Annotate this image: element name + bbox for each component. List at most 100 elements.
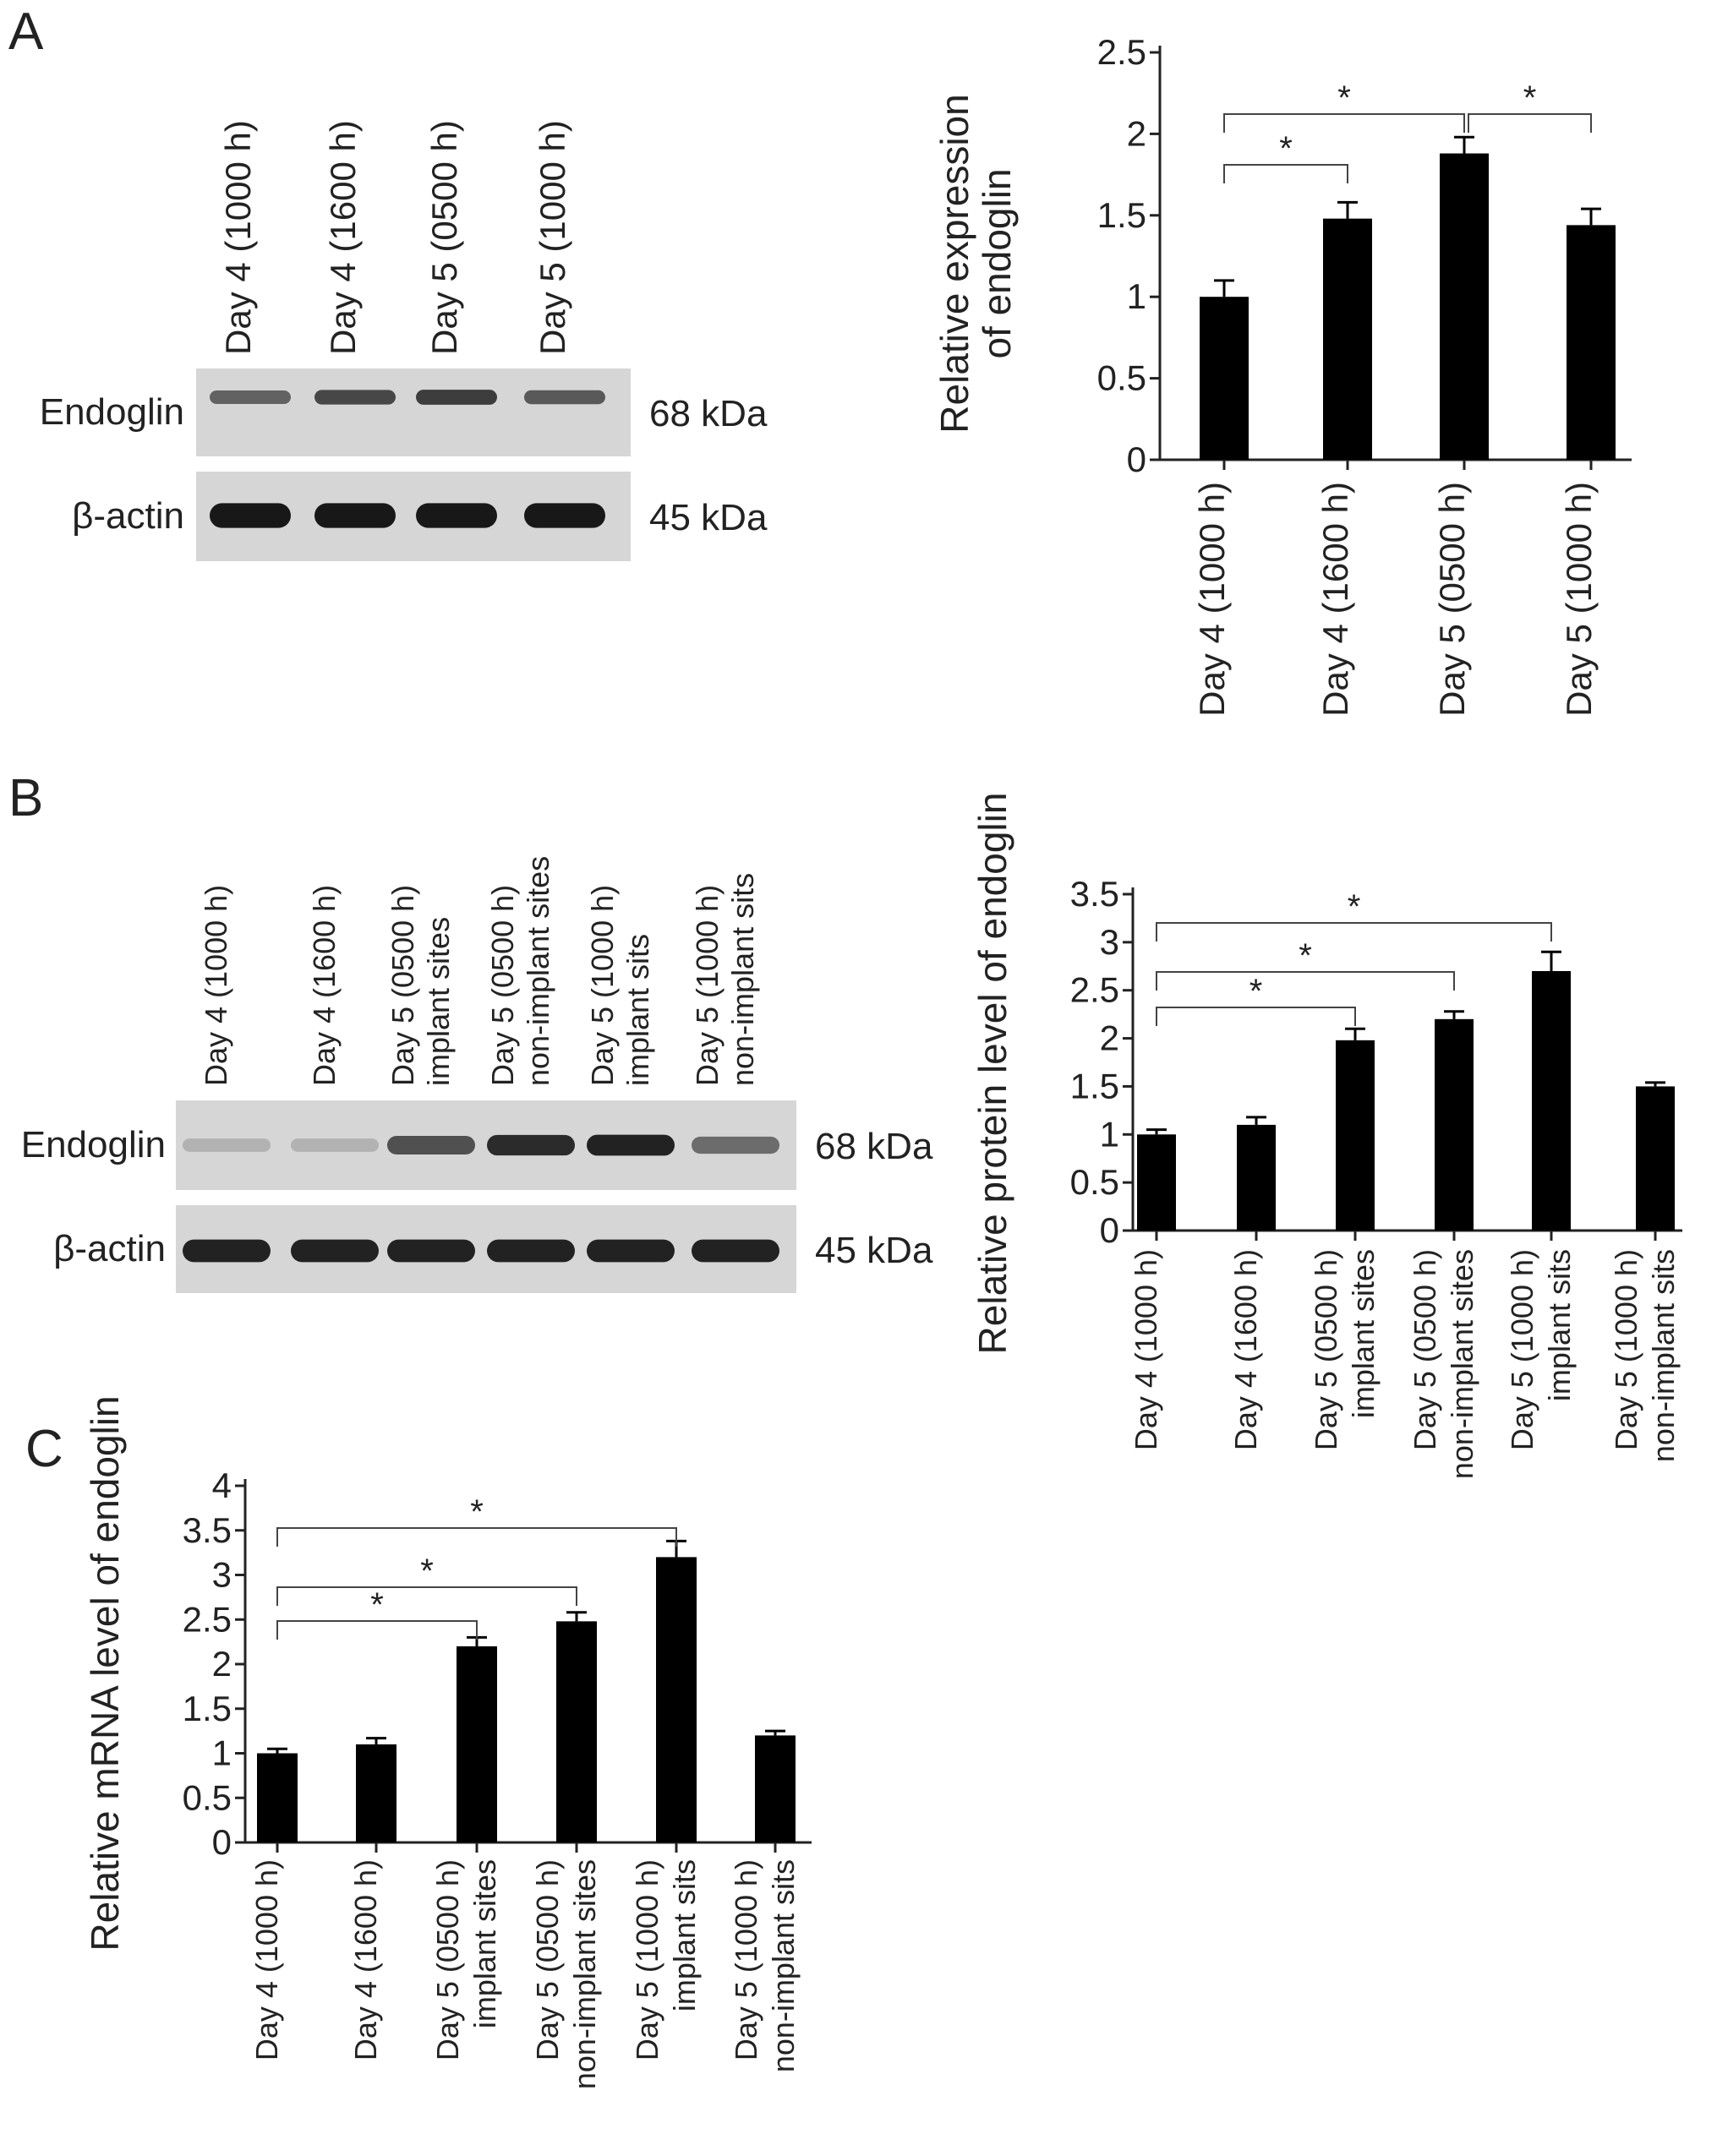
- chart-b-bar-4: [1532, 970, 1571, 1231]
- chart-a-bar-0: [1200, 297, 1249, 460]
- chart-c-ytick-label-5: 2.5: [183, 1599, 232, 1639]
- chart-c-bar-2: [457, 1646, 497, 1842]
- chart-b-ytick-label-0: 0: [1100, 1210, 1119, 1250]
- chart-b-y-label: Relative protein level of endoglin: [971, 793, 1014, 1355]
- chart-c-bar-5: [755, 1735, 796, 1842]
- blot-a-lane-label-1: Day 4 (1600 h): [323, 120, 363, 355]
- blot-b-band-0-0: [183, 1138, 271, 1152]
- chart-b-bar-1: [1237, 1124, 1276, 1231]
- chart-b-ytick-label-1: 0.5: [1070, 1162, 1119, 1202]
- chart-b-category-label-1: Day 4 (1600 h): [1228, 1249, 1263, 1450]
- chart-b-sig-star-0: *: [1249, 973, 1263, 1010]
- blot-b-size-0: 68 kDa: [815, 1126, 933, 1167]
- chart-c-ytick-label-1: 0.5: [183, 1777, 232, 1817]
- chart-c-sig-star-1: *: [420, 1553, 434, 1590]
- chart-b-sig-bracket-1: [1156, 971, 1455, 991]
- bar-chart-c: 0 0.51 1.5 2 2.53 3.5 4 Relative mRNA level of …: [83, 1395, 812, 2089]
- chart-b-bar-5: [1636, 1086, 1675, 1231]
- chart-c-sig-bracket-0: [276, 1620, 478, 1640]
- chart-c-sig-star-0: *: [370, 1586, 384, 1624]
- chart-c-sig-bracket-1: [276, 1586, 577, 1606]
- blot-b-lane-label-3: Day 5 (0500 h)non-implant sites: [485, 856, 555, 1086]
- blot-b-band-1-1: [291, 1239, 379, 1263]
- chart-c-category-label-3: Day 5 (0500 h)non-implant sites: [530, 1859, 602, 2089]
- chart-c-y-label: Relative mRNA level of endoglin: [83, 1395, 127, 1951]
- chart-a-y-label: Relative expressionof endoglin: [932, 94, 1019, 433]
- chart-b-category-label-3: Day 5 (0500 h)non-implant sites: [1408, 1249, 1479, 1479]
- chart-c-sig-star-2: *: [470, 1493, 484, 1531]
- chart-c-bar-3: [556, 1621, 597, 1842]
- blot-b-band-0-5: [692, 1136, 779, 1154]
- chart-c-bar-4: [656, 1557, 697, 1842]
- blot-b-lane-label-0: Day 4 (1000 h): [199, 885, 233, 1086]
- chart-c-sig-bracket-2: [276, 1527, 677, 1547]
- blot-b-band-1-4: [587, 1239, 675, 1263]
- chart-c-bar-0: [257, 1753, 298, 1842]
- bar-chart-a: 0 0.5 1 1.5 2 2.5 Relative expressionof endogl…: [932, 32, 1632, 717]
- chart-b-ytick-label-7: 3.5: [1070, 874, 1119, 914]
- chart-b-ytick-label-5: 2.5: [1070, 970, 1119, 1010]
- chart-c-category-label-2: Day 5 (0500 h)implant sites: [430, 1859, 502, 2060]
- chart-b-bar-0: [1137, 1134, 1176, 1231]
- chart-a-ytick-label-4: 2: [1127, 113, 1146, 153]
- chart-c-ytick-label-6: 3: [212, 1555, 232, 1595]
- blot-a-size-1: 45 kDa: [649, 497, 768, 538]
- blot-b-band-0-2: [387, 1136, 475, 1154]
- chart-a-category-label-1: Day 4 (1600 h): [1315, 482, 1355, 717]
- blot-b-size-1: 45 kDa: [815, 1230, 933, 1271]
- chart-a-sig-star-2: *: [1523, 79, 1537, 117]
- bar-chart-b: 0 0.5 1 1.5 2 2.5 3 3.5 Relative protein level o…: [971, 793, 1682, 1479]
- blot-a-membrane-0: [196, 368, 631, 456]
- blot-a-band-0-0: [210, 390, 291, 404]
- chart-c-ytick-label-2: 1: [212, 1733, 232, 1773]
- chart-b-category-label-2: Day 5 (0500 h)implant sites: [1309, 1249, 1381, 1450]
- chart-a-sig-bracket-0: [1223, 164, 1348, 183]
- blot-a-band-0-1: [314, 390, 396, 405]
- blot-a-band-1-0: [210, 503, 291, 528]
- chart-c-ytick-label-8: 4: [212, 1466, 232, 1505]
- blot-b-lane-label-4: Day 5 (1000 h)implant sits: [585, 885, 655, 1086]
- chart-b-ytick-label-4: 2: [1100, 1018, 1119, 1058]
- chart-a-ytick-label-1: 0.5: [1097, 358, 1146, 398]
- chart-a-category-label-3: Day 5 (1000 h): [1559, 482, 1599, 717]
- chart-c-ytick-label-7: 3.5: [183, 1510, 232, 1550]
- blot-a-band-0-2: [416, 390, 497, 405]
- blot-b-band-0-3: [487, 1134, 575, 1156]
- blot-b-band-1-0: [183, 1239, 271, 1263]
- blot-b-lane-label-1: Day 4 (1600 h): [307, 885, 342, 1086]
- blot-b-band-1-5: [692, 1239, 779, 1263]
- chart-a-sig-bracket-2: [1468, 113, 1592, 133]
- chart-b-category-label-5: Day 5 (1000 h)non-implant sits: [1609, 1249, 1681, 1462]
- blot-b-band-1-3: [487, 1239, 575, 1263]
- chart-c-ytick-label-4: 2: [212, 1644, 232, 1684]
- western-blot-b: Day 4 (1000 h) Day 4 (1600 h) Day 5 (0500 …: [21, 856, 933, 1293]
- blot-b-row-label-0: Endoglin: [21, 1124, 166, 1165]
- blot-b-row-label-1: β-actin: [53, 1228, 166, 1269]
- chart-a-bar-1: [1323, 218, 1372, 460]
- blot-a-band-1-1: [314, 503, 396, 528]
- blot-b-band-1-2: [387, 1239, 475, 1263]
- chart-b-sig-star-2: *: [1348, 888, 1361, 925]
- chart-a-category-label-0: Day 4 (1000 h): [1192, 482, 1232, 717]
- blot-b-band-0-4: [587, 1134, 675, 1156]
- blot-a-band-1-3: [524, 503, 605, 528]
- chart-c-ytick-label-0: 0: [212, 1822, 232, 1862]
- blot-a-row-label-0: Endoglin: [40, 391, 184, 433]
- chart-c-category-label-4: Day 5 (1000 h)implant sits: [630, 1859, 702, 2060]
- blot-b-band-0-1: [291, 1138, 379, 1152]
- chart-a-sig-bracket-1: [1223, 113, 1465, 133]
- chart-b-ytick-label-2: 1: [1100, 1114, 1119, 1154]
- chart-a-ytick-label-5: 2.5: [1097, 32, 1146, 72]
- blot-b-lane-label-2: Day 5 (0500 h)implant sites: [386, 885, 456, 1086]
- chart-b-sig-bracket-0: [1156, 1007, 1356, 1026]
- chart-a-bar-2: [1440, 153, 1489, 460]
- chart-b-bar-3: [1435, 1018, 1474, 1231]
- blot-a-lane-label-3: Day 5 (1000 h): [533, 120, 572, 355]
- chart-a-sig-star-0: *: [1279, 130, 1293, 167]
- blot-b-lane-label-5: Day 5 (1000 h)non-implant sits: [690, 873, 760, 1086]
- chart-a-ytick-label-2: 1: [1127, 276, 1146, 316]
- chart-a-ytick-label-3: 1.5: [1097, 195, 1146, 235]
- blot-a-row-label-1: β-actin: [72, 495, 184, 537]
- chart-c-category-label-5: Day 5 (1000 h)non-implant sits: [729, 1859, 801, 2072]
